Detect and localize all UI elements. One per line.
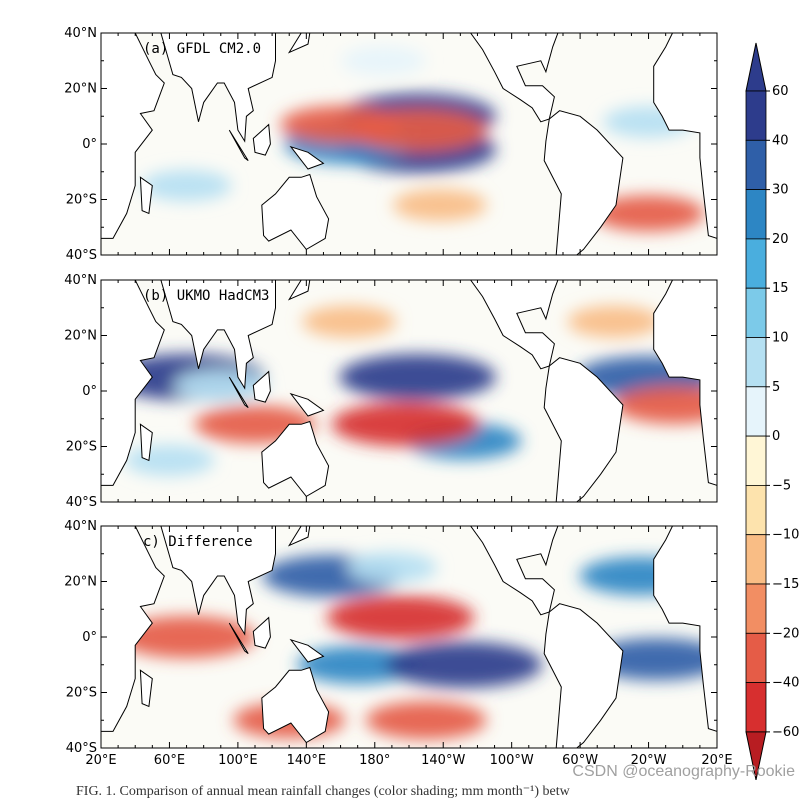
anomaly-blob xyxy=(340,45,426,76)
colorbar-top-extension xyxy=(745,42,767,92)
x-tick-label: 140°E xyxy=(287,753,327,768)
x-tick-label: 60°W xyxy=(562,753,598,768)
colorbar-label: −20 xyxy=(772,626,799,641)
field-2 xyxy=(101,526,717,748)
anomaly-blob xyxy=(592,195,705,232)
colorbar: 60 40 30 20 15 10 5 0 −5 −10 −15 −20 −40 −60 xyxy=(745,42,799,781)
colorbar-bin xyxy=(745,90,767,141)
colorbar-label: 0 xyxy=(772,429,780,444)
anomaly-blob xyxy=(124,444,215,476)
anomaly-blob xyxy=(392,189,487,222)
anomaly-blob xyxy=(613,385,717,424)
anomaly-blob xyxy=(346,552,438,584)
anomaly-blob xyxy=(326,595,475,640)
y-tick-label: 20°S xyxy=(66,440,97,455)
panel-label: c) Difference xyxy=(143,534,253,550)
colorbar-bin xyxy=(745,139,767,191)
y-tick-label: 20°S xyxy=(66,686,97,701)
y-tick-label: 40°N xyxy=(64,273,97,288)
colorbar-bin xyxy=(745,435,767,486)
anomaly-blob xyxy=(331,402,480,447)
colorbar-label: 30 xyxy=(772,183,789,198)
y-tick-label: 0° xyxy=(82,630,97,645)
colorbar-bin xyxy=(745,682,767,733)
x-tick-label: 20°E xyxy=(701,753,732,768)
panel-label: (a) GFDL CM2.0 xyxy=(143,41,261,57)
y-tick-label: 0° xyxy=(82,137,97,152)
colorbar-label: −15 xyxy=(772,577,799,592)
x-tick-label: 100°W xyxy=(490,753,534,768)
y-tick-label: 40°S xyxy=(66,248,97,263)
anomaly-blob xyxy=(280,105,402,144)
x-tick-label: 140°W xyxy=(421,753,465,768)
colorbar-label: −5 xyxy=(772,478,791,493)
x-tick-label: 180° xyxy=(359,753,390,768)
colorbar-bin xyxy=(745,189,767,240)
colorbar-bottom-extension xyxy=(745,731,767,781)
x-tick-label: 20°E xyxy=(85,753,116,768)
colorbar-bin xyxy=(745,238,767,289)
colorbar-label: −40 xyxy=(772,676,799,691)
anomaly-blob xyxy=(297,645,419,684)
colorbar-bin xyxy=(745,337,767,388)
x-tick-label: 60°E xyxy=(154,753,185,768)
field-0 xyxy=(101,33,717,255)
colorbar-label: 20 xyxy=(772,232,789,247)
coastlines xyxy=(101,33,717,255)
colorbar-label: 60 xyxy=(772,84,789,99)
anomaly-blob xyxy=(117,616,257,658)
panel-1: 40°N 20°N 0° 20°S 40°S (b) UKMO HadCM3 xyxy=(64,273,718,510)
panel-2: 40°N20°N0°20°S40°S20°E 60°E 100°E 140°E 180°… xyxy=(64,519,732,768)
anomaly-blob xyxy=(141,170,232,202)
anomaly-blob xyxy=(365,701,487,740)
y-tick-label: 20°N xyxy=(64,82,97,97)
anomaly-blob xyxy=(385,641,543,688)
y-tick-label: 20°N xyxy=(64,575,97,590)
coastlines xyxy=(101,280,717,502)
colorbar-bin xyxy=(745,632,767,683)
y-tick-label: 40°S xyxy=(66,495,97,510)
y-tick-label: 40°N xyxy=(64,26,97,41)
coastlines xyxy=(101,526,717,748)
colorbar-label: 10 xyxy=(772,331,789,346)
x-tick-label: 20°W xyxy=(631,753,667,768)
colorbar-bin xyxy=(745,534,767,585)
field-1 xyxy=(101,280,717,502)
colorbar-bin xyxy=(745,287,767,338)
colorbar-bin xyxy=(745,583,767,634)
colorbar-label: 5 xyxy=(772,380,780,395)
figure-caption: FIG. 1. Comparison of annual mean rainfa… xyxy=(76,784,570,799)
colorbar-bin xyxy=(745,386,767,437)
anomaly-blob xyxy=(302,305,397,338)
panel-0: 40°N 20°N 0° 20°S 40°S (a) GFDL CM2.0 xyxy=(64,26,718,263)
panel-label: (b) UKMO HadCM3 xyxy=(143,288,269,304)
y-tick-label: 20°S xyxy=(66,193,97,208)
y-tick-label: 20°N xyxy=(64,329,97,344)
colorbar-label: 40 xyxy=(772,133,789,148)
colorbar-bin xyxy=(745,484,767,536)
y-tick-label: 40°N xyxy=(64,519,97,534)
x-tick-label: 100°E xyxy=(218,753,258,768)
y-tick-label: 0° xyxy=(82,384,97,399)
colorbar-label: −10 xyxy=(772,528,799,543)
anomaly-blob xyxy=(339,354,497,401)
watermark: CSDN @oceanography-Rookie xyxy=(572,763,795,780)
colorbar-label: −60 xyxy=(772,725,799,740)
y-tick-label: 40°S xyxy=(66,741,97,756)
anomaly-blob xyxy=(567,305,662,338)
colorbar-label: 15 xyxy=(772,281,789,296)
